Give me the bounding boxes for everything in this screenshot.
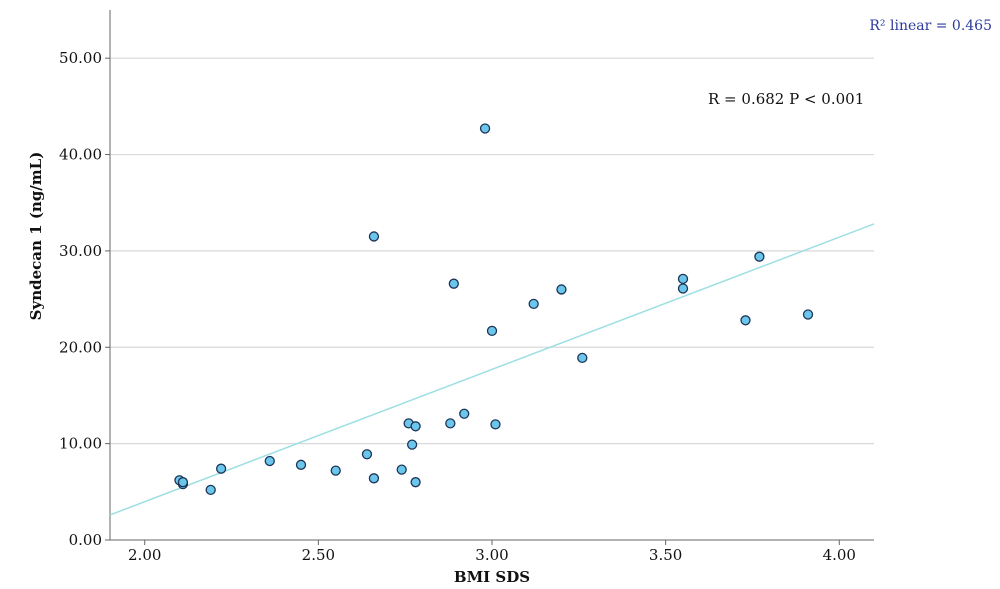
fit-line <box>109 223 875 516</box>
data-point <box>410 421 421 432</box>
x-tick-label: 2.50 <box>302 546 335 564</box>
data-points <box>174 123 814 496</box>
x-tick-label: 4.00 <box>823 546 856 564</box>
data-point <box>410 477 421 488</box>
data-point <box>295 459 307 470</box>
data-point <box>406 439 418 450</box>
fit-line-label: R² linear = 0.465 <box>869 18 992 34</box>
data-point <box>486 325 498 337</box>
data-point <box>177 477 189 488</box>
data-point <box>479 123 491 134</box>
y-tick-label: 40.00 <box>59 146 102 164</box>
data-point <box>556 284 567 295</box>
y-axis-title: Syndecan 1 (ng/mL) <box>27 152 45 321</box>
data-point <box>445 418 456 429</box>
data-point <box>677 273 689 285</box>
data-point <box>448 278 459 289</box>
data-point <box>264 455 275 467</box>
data-point <box>754 251 765 262</box>
x-tick-label: 3.00 <box>475 546 508 564</box>
data-point <box>396 464 407 475</box>
y-tick-label: 30.00 <box>59 242 102 260</box>
y-tick-label: 50.00 <box>59 49 102 67</box>
data-point <box>205 484 216 496</box>
data-point <box>677 283 689 294</box>
data-point <box>361 449 373 460</box>
data-point <box>368 473 380 484</box>
data-point <box>368 231 380 242</box>
correlation-annotation: R = 0.682 P < 0.001 <box>708 90 864 108</box>
data-point <box>215 463 227 474</box>
x-axis-title: BMI SDS <box>454 568 530 586</box>
data-point <box>740 315 751 326</box>
gridlines <box>110 57 874 445</box>
x-tick-label: 2.00 <box>128 546 161 564</box>
data-point <box>490 419 501 430</box>
axis-ticks: 0.00 10.00 20.00 30.00 40.00 50.00 2.00 2.50 3.0… <box>59 49 856 564</box>
data-point <box>459 408 470 419</box>
y-tick-label: 0.00 <box>69 531 102 549</box>
y-tick-label: 20.00 <box>59 338 102 356</box>
data-point <box>577 352 588 364</box>
data-point <box>330 465 341 476</box>
data-point <box>528 298 539 310</box>
y-tick-label: 10.00 <box>59 435 102 453</box>
x-tick-label: 3.50 <box>649 546 682 564</box>
data-point <box>802 309 814 320</box>
